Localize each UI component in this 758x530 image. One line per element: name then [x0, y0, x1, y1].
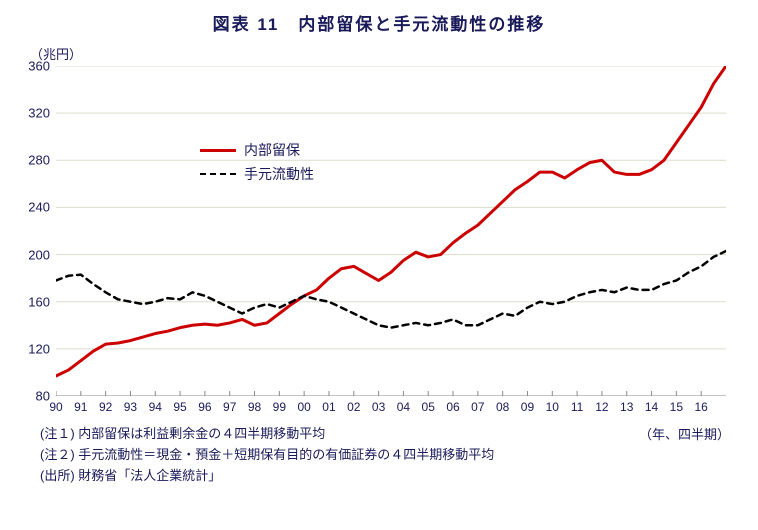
legend-swatch — [200, 149, 236, 152]
xtick: 16 — [694, 400, 707, 414]
xtick: 04 — [397, 400, 410, 414]
ytick: 280 — [28, 153, 50, 168]
xtick: 99 — [273, 400, 286, 414]
xtick: 03 — [372, 400, 385, 414]
ytick: 120 — [28, 341, 50, 356]
xtick: 07 — [471, 400, 484, 414]
footnotes: (注１) 内部留保は利益剰余金の４四半期移動平均(注２) 手元流動性＝現金・預金… — [40, 424, 494, 486]
xtick: 94 — [149, 400, 162, 414]
xtick: 02 — [347, 400, 360, 414]
xtick: 93 — [124, 400, 137, 414]
xtick: 06 — [446, 400, 459, 414]
footnote-line: (注１) 内部留保は利益剰余金の４四半期移動平均 — [40, 424, 494, 445]
footnote-line: (出所) 財務省「法人企業統計」 — [40, 466, 494, 487]
xtick: 08 — [496, 400, 509, 414]
xtick: 90 — [49, 400, 62, 414]
plot-svg — [56, 66, 726, 396]
xtick: 13 — [620, 400, 633, 414]
xaxis-label: （年、四半期） — [639, 424, 730, 443]
xtick: 01 — [322, 400, 335, 414]
ytick: 160 — [28, 294, 50, 309]
ytick: 80 — [36, 389, 50, 404]
legend-label: 内部留保 — [244, 140, 300, 160]
xtick: 92 — [99, 400, 112, 414]
xtick: 00 — [297, 400, 310, 414]
xtick: 11 — [571, 400, 583, 414]
xtick: 97 — [223, 400, 236, 414]
chart-title: 図表 11 内部留保と手元流動性の推移 — [0, 10, 758, 35]
xtick: 96 — [198, 400, 211, 414]
xtick: 15 — [670, 400, 683, 414]
xtick: 95 — [173, 400, 186, 414]
series-line — [56, 66, 726, 376]
ytick: 360 — [28, 59, 50, 74]
footnote-line: (注２) 手元流動性＝現金・預金＋短期保有目的の有価証券の４四半期移動平均 — [40, 445, 494, 466]
xtick: 10 — [546, 400, 559, 414]
plot-area: 8012016020024028032036090919293949596979… — [56, 66, 726, 396]
legend-label: 手元流動性 — [244, 164, 314, 184]
xtick: 05 — [422, 400, 435, 414]
xtick: 09 — [521, 400, 534, 414]
xtick: 98 — [248, 400, 261, 414]
xtick: 12 — [595, 400, 608, 414]
legend-item: 手元流動性 — [200, 164, 314, 184]
xtick: 91 — [74, 400, 87, 414]
chart-container: 図表 11 内部留保と手元流動性の推移 （兆円） 801201602002402… — [0, 0, 758, 530]
ytick: 320 — [28, 106, 50, 121]
ytick: 200 — [28, 247, 50, 262]
series-line — [56, 251, 726, 328]
xtick: 14 — [645, 400, 658, 414]
legend: 内部留保手元流動性 — [200, 140, 314, 188]
legend-item: 内部留保 — [200, 140, 314, 160]
ytick: 240 — [28, 200, 50, 215]
legend-swatch — [200, 173, 236, 175]
